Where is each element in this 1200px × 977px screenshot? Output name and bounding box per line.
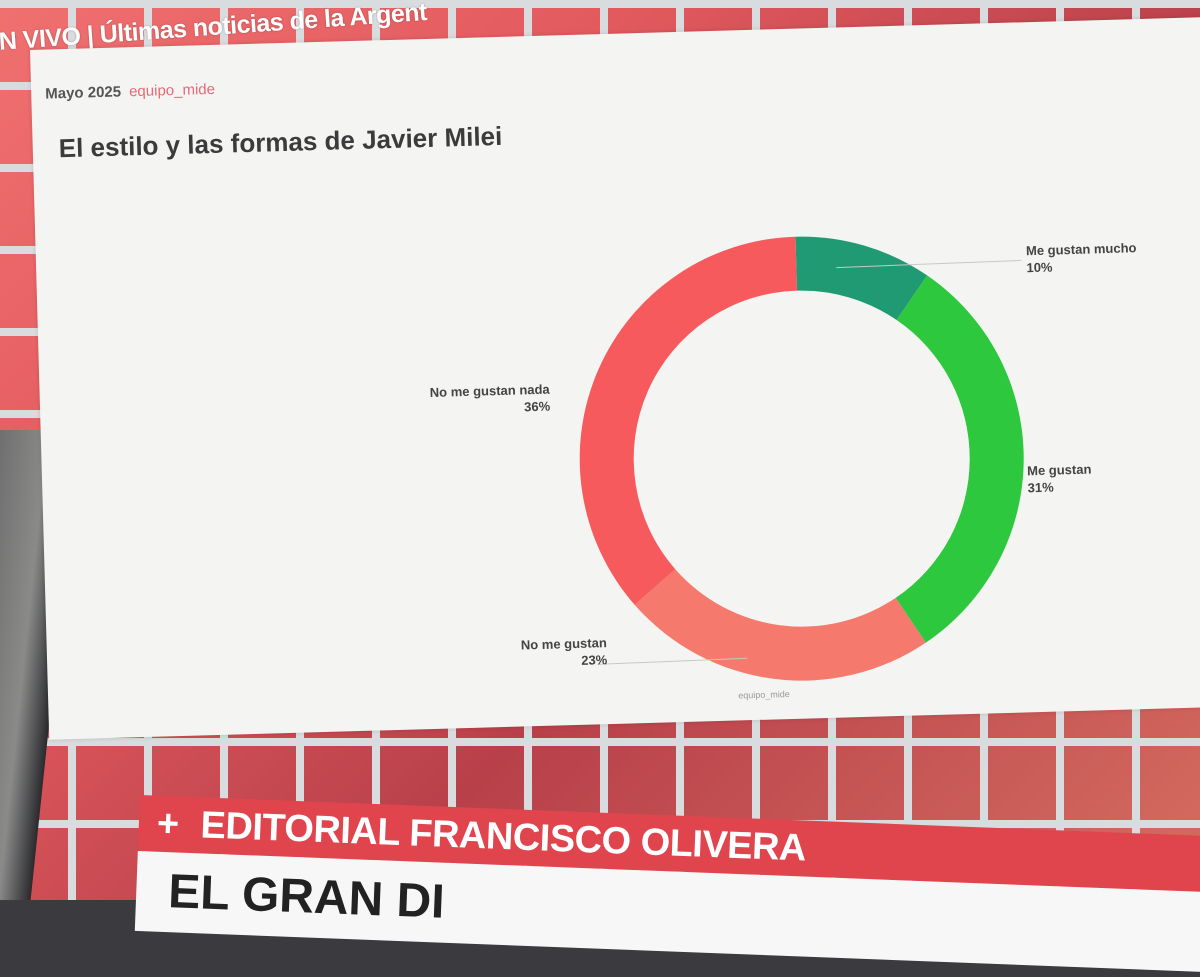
slice-label-text: No me gustan xyxy=(520,635,607,653)
chart-slide: Mayo 2025 equipo_mide El estilo y las for… xyxy=(30,17,1200,740)
donut-slice-me-gustan xyxy=(895,275,1024,643)
slice-label-me-gustan: Me gustan 31% xyxy=(1027,461,1092,497)
chart-area: Me gustan mucho 10% Me gustan 31% No me … xyxy=(34,177,1200,710)
slice-label-no-me-gustan: No me gustan 23% xyxy=(487,634,608,671)
slide-footer: equipo_mide xyxy=(738,689,790,701)
chart-title: El estilo y las formas de Javier Milei xyxy=(58,120,503,164)
slide-brand: equipo_mide xyxy=(128,80,216,101)
donut-chart xyxy=(579,236,1024,681)
leader-line xyxy=(836,259,1022,269)
slice-label-value: 31% xyxy=(1027,479,1054,496)
donut-slice-me-gustan-mucho xyxy=(795,236,928,320)
donut-slice-no-me-gustan xyxy=(634,569,926,681)
slice-label-no-me-gustan-nada: No me gustan nada 36% xyxy=(389,381,551,419)
slide-date: Mayo 2025 xyxy=(44,83,122,103)
slice-label-text: Me gustan xyxy=(1026,461,1092,479)
slide-header: Mayo 2025 equipo_mide xyxy=(45,81,215,103)
slice-label-text: Me gustan mucho xyxy=(1025,240,1137,259)
slice-label-value: 10% xyxy=(1026,259,1053,276)
slice-label-me-gustan-mucho: Me gustan mucho 10% xyxy=(1026,239,1137,276)
slice-label-value: 23% xyxy=(581,652,608,668)
donut-slice-no-me-gustan-nada xyxy=(579,236,798,605)
leader-line xyxy=(597,657,748,665)
plus-icon: + xyxy=(156,802,180,846)
